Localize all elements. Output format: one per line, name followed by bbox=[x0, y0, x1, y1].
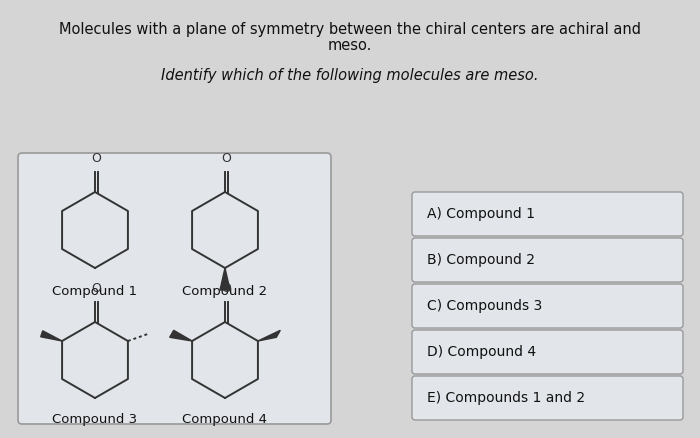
FancyBboxPatch shape bbox=[412, 376, 683, 420]
FancyBboxPatch shape bbox=[18, 153, 331, 424]
Text: A) Compound 1: A) Compound 1 bbox=[427, 207, 535, 221]
Text: Compound 3: Compound 3 bbox=[52, 413, 138, 426]
Text: Molecules with a plane of symmetry between the chiral centers are achiral and: Molecules with a plane of symmetry betwe… bbox=[59, 22, 641, 37]
Text: Compound 4: Compound 4 bbox=[183, 413, 267, 426]
Text: O: O bbox=[221, 282, 231, 295]
Text: Compound 2: Compound 2 bbox=[183, 285, 267, 298]
Text: O: O bbox=[221, 152, 231, 165]
Text: D) Compound 4: D) Compound 4 bbox=[427, 345, 536, 359]
Polygon shape bbox=[41, 331, 62, 341]
FancyBboxPatch shape bbox=[412, 238, 683, 282]
Text: E) Compounds 1 and 2: E) Compounds 1 and 2 bbox=[427, 391, 585, 405]
FancyBboxPatch shape bbox=[412, 330, 683, 374]
Polygon shape bbox=[169, 330, 192, 341]
Text: O: O bbox=[91, 152, 101, 165]
Polygon shape bbox=[258, 330, 280, 341]
Text: Compound 1: Compound 1 bbox=[52, 285, 138, 298]
Text: B) Compound 2: B) Compound 2 bbox=[427, 253, 535, 267]
FancyBboxPatch shape bbox=[412, 284, 683, 328]
Text: O: O bbox=[91, 282, 101, 295]
FancyBboxPatch shape bbox=[412, 192, 683, 236]
Text: Identify which of the following molecules are meso.: Identify which of the following molecule… bbox=[161, 68, 539, 83]
Text: meso.: meso. bbox=[328, 38, 372, 53]
Text: C) Compounds 3: C) Compounds 3 bbox=[427, 299, 542, 313]
Polygon shape bbox=[220, 268, 230, 290]
